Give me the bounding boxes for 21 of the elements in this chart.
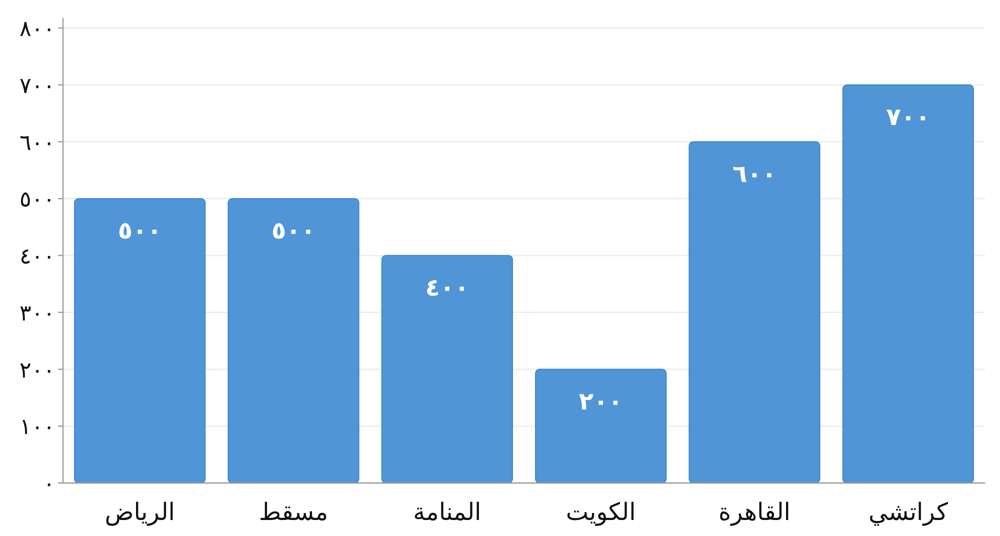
x-tick-label: الرياض bbox=[104, 498, 175, 526]
x-tick-label: المنامة bbox=[413, 498, 482, 526]
y-tick-label: ٥٠٠ bbox=[20, 188, 55, 213]
y-tick-label: ١٠٠ bbox=[20, 415, 55, 440]
x-tick-label: الكويت bbox=[566, 498, 636, 526]
data-label: ٥٠٠ bbox=[272, 216, 316, 245]
y-tick-label: ٢٠٠ bbox=[20, 358, 55, 384]
data-label: ٥٠٠ bbox=[118, 216, 162, 245]
data-label: ٢٠٠ bbox=[578, 387, 623, 416]
y-tick-label: ٨٠٠ bbox=[20, 17, 55, 42]
x-tick-label: كراتشي bbox=[868, 498, 948, 526]
data-label: ٧٠٠ bbox=[886, 102, 930, 131]
x-tick-label: القاهرة bbox=[718, 498, 790, 526]
data-label: ٤٠٠ bbox=[425, 274, 470, 302]
data-label: ٦٠٠ bbox=[732, 160, 776, 188]
x-tick-label: مسقط bbox=[258, 498, 328, 526]
y-tick-label: ٣٠٠ bbox=[20, 301, 55, 326]
y-tick-label: ٦٠٠ bbox=[20, 130, 55, 156]
y-tick-label: ٧٠٠ bbox=[20, 74, 55, 99]
y-tick-label: ٤٠٠ bbox=[20, 244, 55, 270]
y-tick-label: ٠ bbox=[43, 472, 55, 497]
